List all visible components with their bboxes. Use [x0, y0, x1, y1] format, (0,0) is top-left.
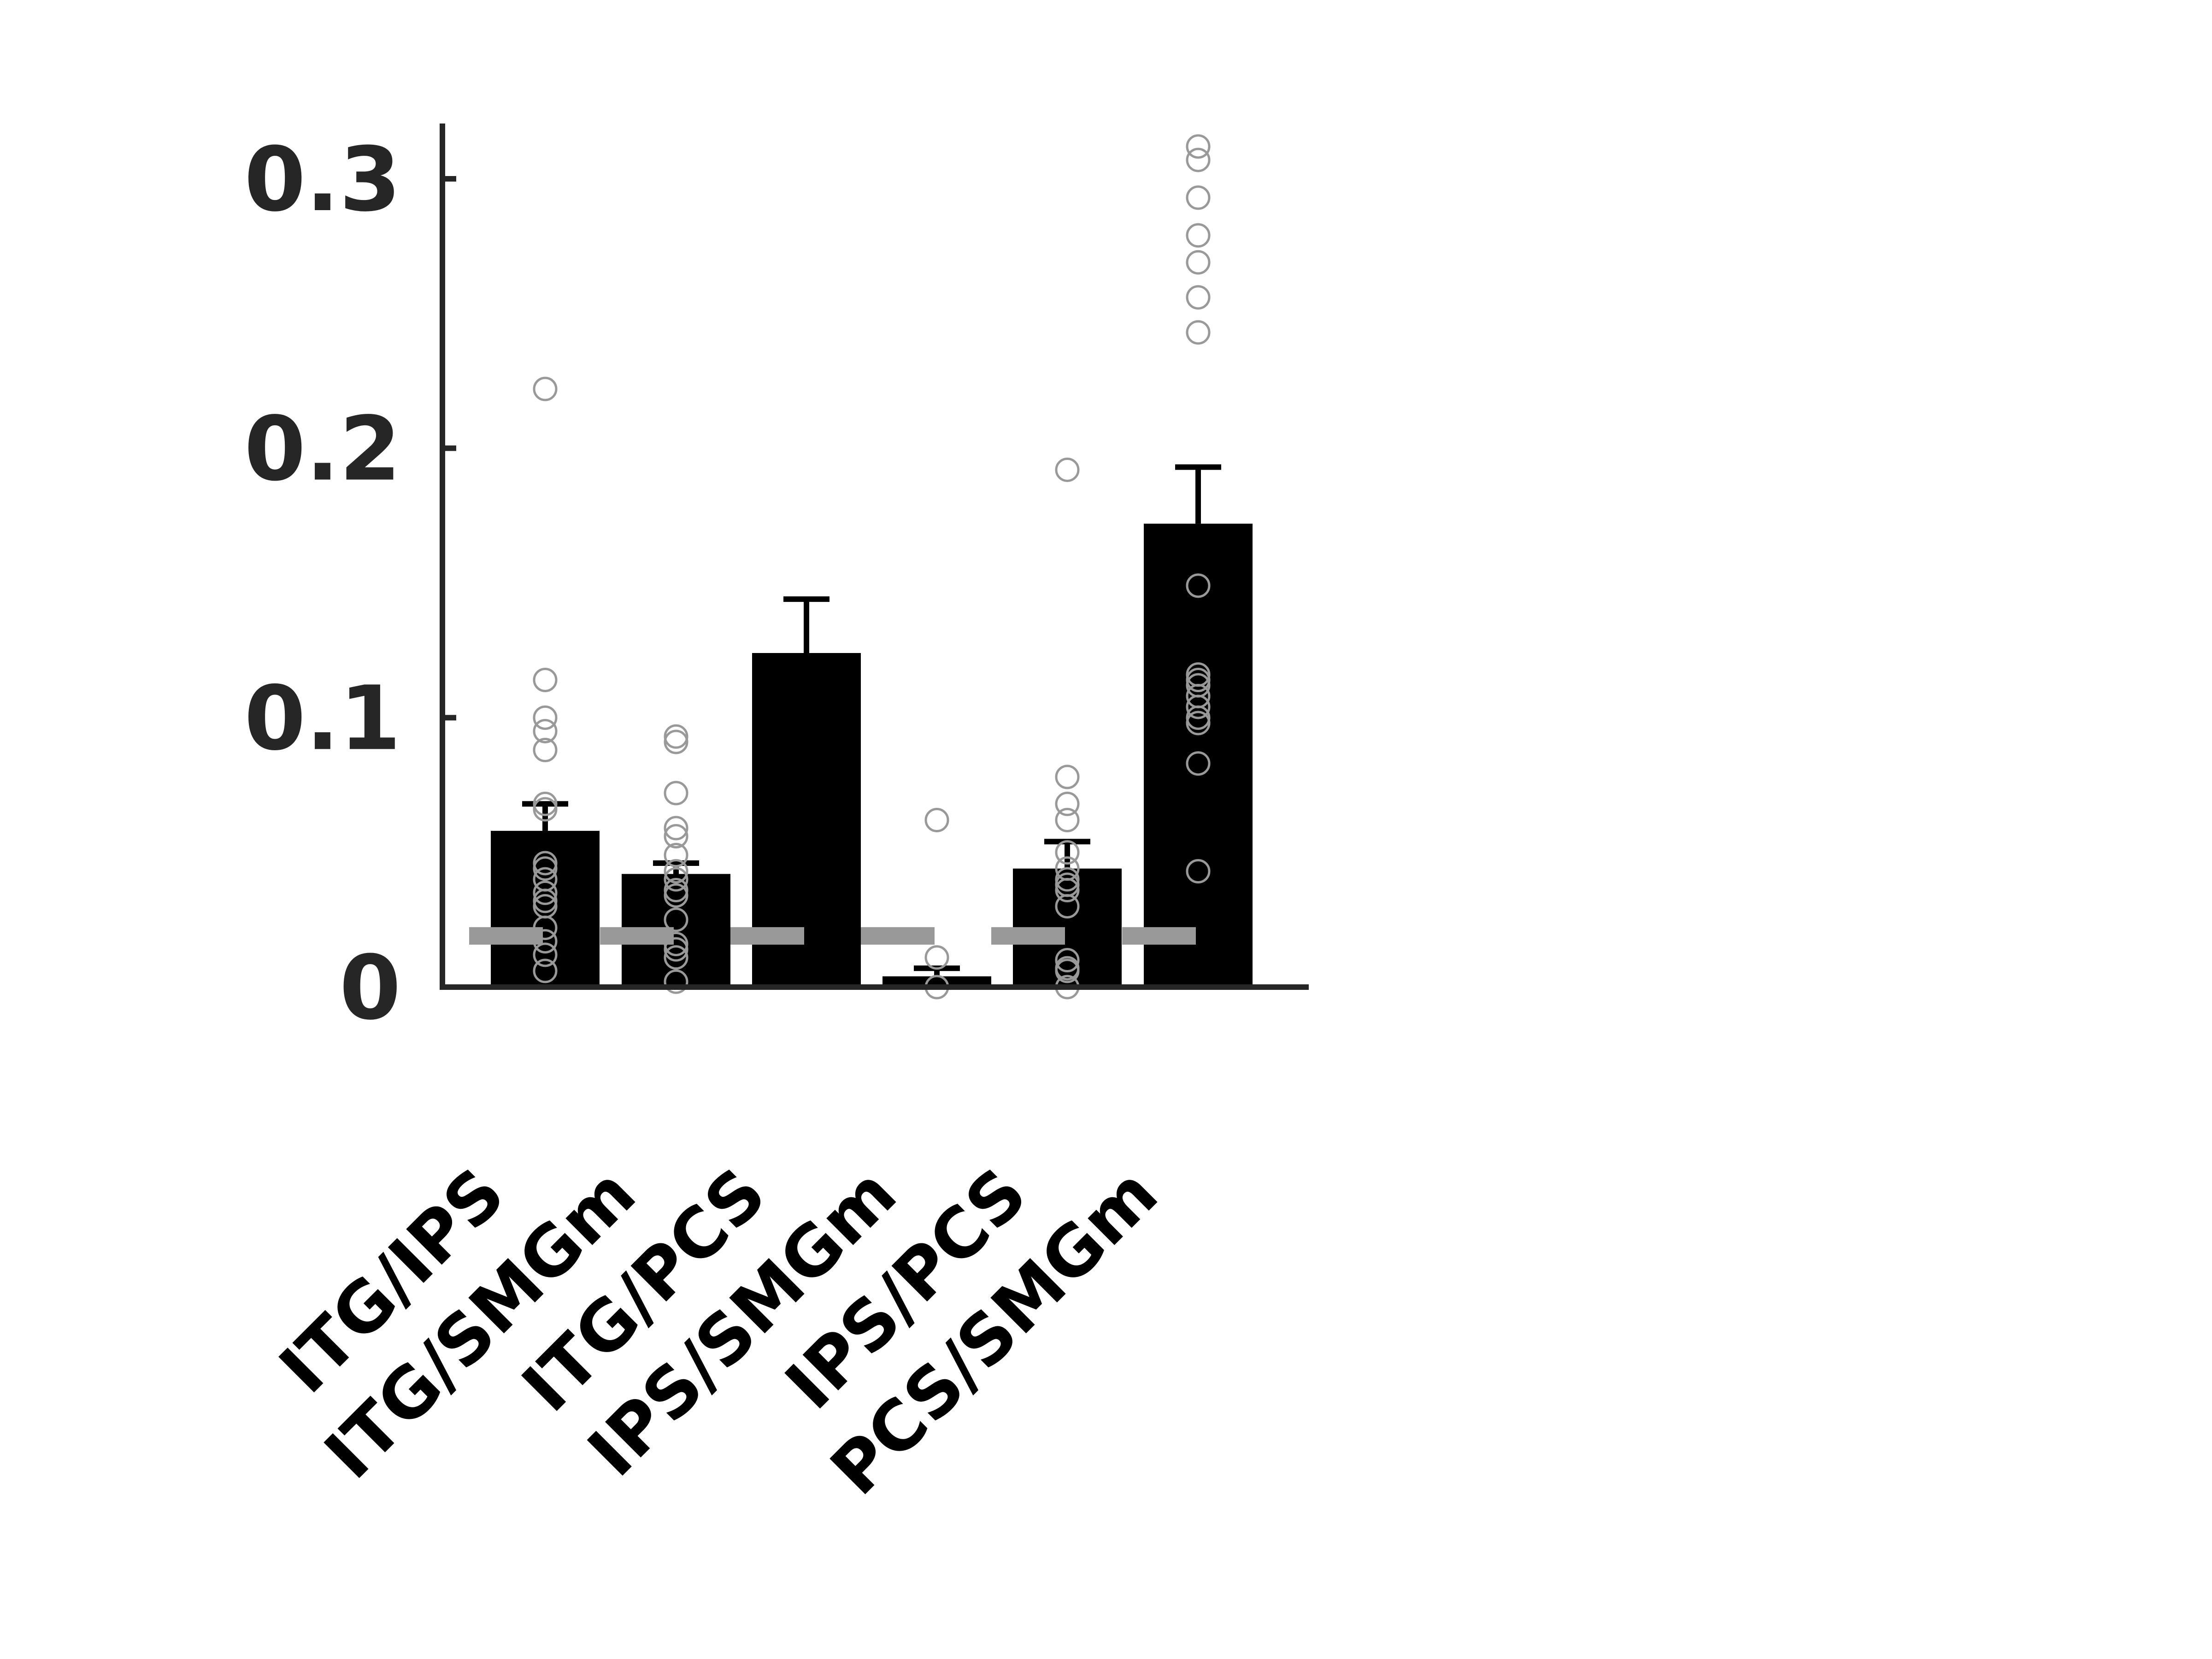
- data-point-1-6: [664, 859, 688, 884]
- data-point-5-16: [1186, 859, 1211, 884]
- data-point-0-6: [533, 797, 558, 822]
- data-point-4-12: [1055, 959, 1080, 983]
- data-point-0-0: [533, 377, 558, 401]
- data-point-5-2: [1186, 185, 1211, 210]
- data-point-0-15: [533, 942, 558, 967]
- data-point-1-9: [664, 883, 688, 908]
- data-point-1-14: [664, 969, 688, 994]
- data-point-0-14: [533, 929, 558, 954]
- data-point-5-12: [1186, 694, 1211, 719]
- bar-5: [1144, 524, 1253, 987]
- data-point-1-11: [664, 931, 688, 956]
- data-point-5-14: [1186, 711, 1211, 735]
- data-point-0-1: [533, 667, 558, 692]
- data-point-5-13: [1186, 705, 1211, 730]
- y-tick-label-3: 0.3: [244, 129, 401, 231]
- data-point-0-13: [533, 915, 558, 940]
- data-point-5-0: [1186, 134, 1211, 159]
- data-point-1-1: [664, 729, 688, 754]
- data-point-1-2: [664, 781, 688, 806]
- data-point-4-8: [1055, 878, 1080, 903]
- data-point-4-6: [1055, 867, 1080, 892]
- y-tick-label-1: 0.1: [244, 667, 401, 770]
- data-point-4-0: [1055, 457, 1080, 482]
- data-point-1-10: [664, 907, 688, 932]
- data-point-1-7: [664, 867, 688, 892]
- data-point-0-2: [533, 705, 558, 730]
- y-tick-label-2: 0.2: [244, 398, 401, 501]
- data-point-5-7: [1186, 573, 1211, 598]
- data-point-0-4: [533, 737, 558, 762]
- data-point-4-3: [1055, 808, 1080, 833]
- data-point-0-3: [533, 719, 558, 744]
- data-point-1-0: [664, 724, 688, 749]
- data-point-1-4: [664, 824, 688, 849]
- data-point-3-0: [924, 808, 949, 833]
- data-point-5-3: [1186, 223, 1211, 248]
- data-point-4-4: [1055, 840, 1080, 865]
- data-point-5-5: [1186, 285, 1211, 310]
- data-point-1-3: [664, 816, 688, 841]
- data-point-4-1: [1055, 765, 1080, 789]
- data-point-0-11: [533, 888, 558, 913]
- data-point-5-6: [1186, 320, 1211, 345]
- data-point-0-5: [533, 791, 558, 816]
- bar-0: [491, 830, 600, 987]
- data-point-0-16: [533, 959, 558, 983]
- data-point-1-8: [664, 878, 688, 903]
- data-point-4-2: [1055, 791, 1080, 816]
- axes-layer: 0 0.1 0.2 0.3: [244, 124, 1309, 1040]
- data-point-5-1: [1186, 147, 1211, 172]
- data-point-1-5: [664, 843, 688, 868]
- data-point-4-10: [1055, 948, 1080, 973]
- data-point-5-15: [1186, 751, 1211, 776]
- data-point-5-9: [1186, 667, 1211, 692]
- data-point-1-12: [664, 937, 688, 962]
- data-point-1-13: [664, 945, 688, 970]
- y-tick-label-0: 0: [339, 937, 401, 1040]
- data-point-4-9: [1055, 894, 1080, 919]
- labels-layer: ITG/IPSITG/SMGmITG/PCSIPS/SMGmIPS/PCSPCS…: [265, 1153, 1173, 1510]
- bars-layer: [491, 464, 1253, 987]
- data-point-0-8: [533, 856, 558, 881]
- data-point-3-1: [924, 945, 949, 970]
- data-point-0-10: [533, 880, 558, 905]
- data-point-0-7: [533, 851, 558, 876]
- data-point-5-4: [1186, 250, 1211, 275]
